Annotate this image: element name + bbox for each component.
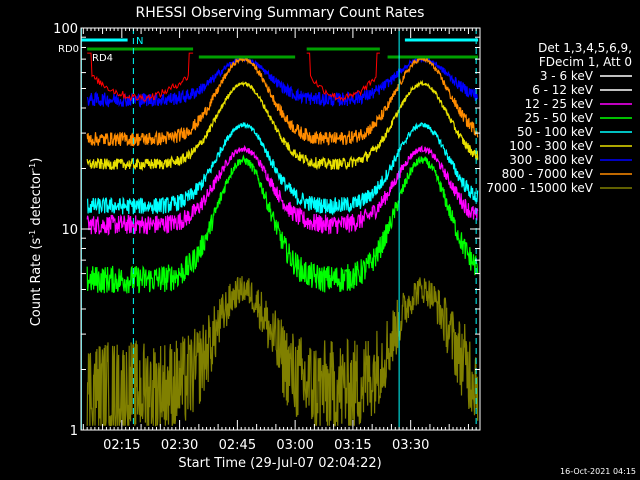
legend: Det 1,3,4,5,6,9, FDecim 1, Att 0 3 - 6 k… (486, 41, 632, 195)
y-tick-label-0: 1 (70, 424, 78, 439)
series-line-2 (86, 144, 479, 236)
x-tick-label-1: 02:30 (161, 438, 198, 453)
series-line-3 (86, 154, 479, 294)
data-layer (81, 28, 479, 430)
legend-label-6: 300 - 800 keV (509, 153, 593, 167)
legend-label-5: 100 - 300 keV (509, 139, 593, 153)
y-tick-label-1: 10 (61, 223, 78, 238)
x-tick-label-3: 03:00 (276, 438, 313, 453)
axes-layer: 1 10 100 02:15 02:30 02:45 03:00 03:15 03:30 (53, 22, 481, 453)
legend-label-3: 25 - 50 keV (525, 111, 594, 125)
x-tick-label-5: 03:30 (392, 438, 429, 453)
flag-label-n: N (136, 36, 143, 47)
legend-label-4: 50 - 100 keV (517, 125, 594, 139)
flag-label-rd0: RD0 (58, 44, 79, 55)
series-line-7 (86, 55, 479, 147)
flag-label-rd4: RD4 (92, 53, 113, 64)
x-tick-label-2: 02:45 (219, 438, 256, 453)
series-line-6 (86, 56, 479, 108)
plot-frame (80, 27, 481, 431)
chart-title: RHESSI Observing Summary Count Rates (136, 5, 425, 21)
x-tick-label-4: 03:15 (334, 438, 371, 453)
y-tick-label-2: 100 (53, 22, 78, 37)
x-axis-label: Start Time (29-Jul-07 02:04:22) (178, 456, 381, 471)
series-line-8 (86, 276, 479, 427)
timestamp: 16-Oct-2021 04:15 (560, 467, 636, 476)
legend-label-2: 12 - 25 keV (525, 97, 594, 111)
legend-label-7: 800 - 7000 keV (502, 167, 594, 181)
y-axis-label: Count Rate (s-1 detector-1) (28, 158, 44, 327)
overlay-line-1 (306, 52, 380, 103)
series-line-1 (86, 177, 479, 343)
overlay-line-0 (87, 52, 194, 102)
series-line-4 (86, 122, 479, 216)
series-line-5 (86, 79, 479, 172)
legend-header-1: Det 1,3,4,5,6,9, (538, 41, 632, 55)
legend-label-0: 3 - 6 keV (540, 69, 594, 83)
legend-header-2: FDecim 1, Att 0 (539, 55, 632, 69)
legend-label-8: 7000 - 15000 keV (486, 181, 593, 195)
legend-label-1: 6 - 12 keV (532, 83, 594, 97)
x-tick-label-0: 02:15 (103, 438, 140, 453)
